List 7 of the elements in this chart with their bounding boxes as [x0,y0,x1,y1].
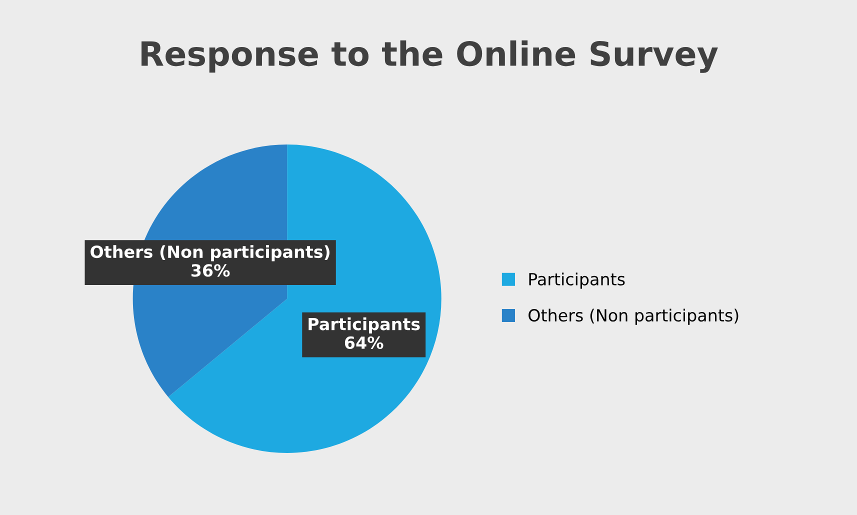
legend-label: Others (Non participants) [528,308,738,325]
slice-label: Participants [308,317,420,334]
legend-label: Participants [529,272,625,289]
slice-label: Others (Non participants) [90,245,330,262]
data-label: 64% [344,336,384,349]
data-label: 36% [191,264,230,277]
chart-title: Response to the Online Survey [142,40,718,73]
